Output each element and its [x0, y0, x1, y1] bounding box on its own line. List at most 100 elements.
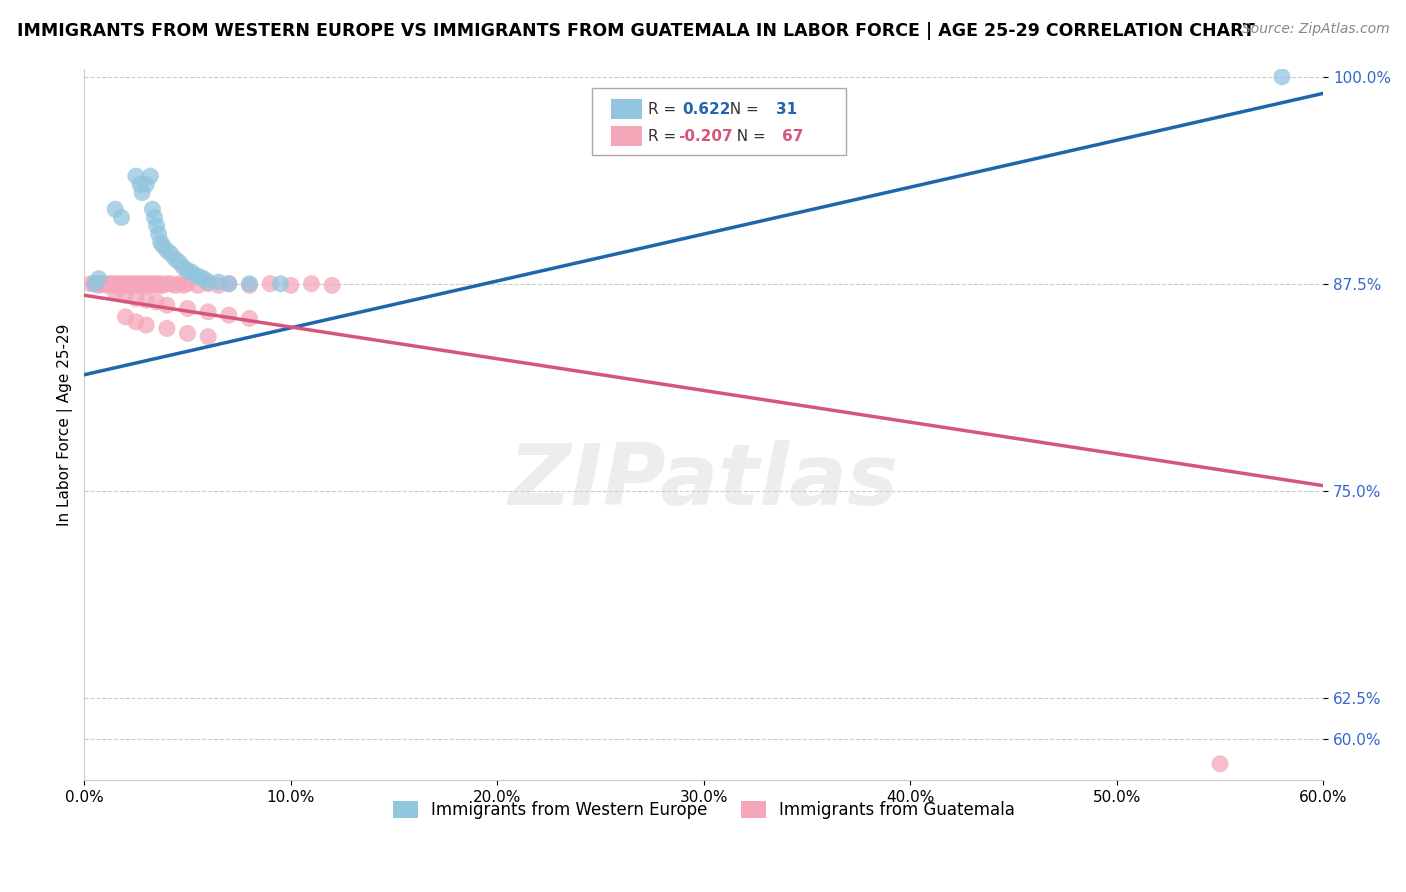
Point	[114, 310, 136, 324]
Text: R =: R =	[648, 128, 681, 144]
Point	[238, 278, 260, 293]
Text: 0.622: 0.622	[683, 102, 731, 117]
Point	[193, 271, 215, 285]
Text: 31: 31	[776, 102, 797, 117]
Point	[301, 277, 323, 291]
Point	[98, 277, 121, 291]
Point	[143, 211, 166, 225]
Point	[104, 202, 127, 217]
Point	[141, 202, 163, 217]
Point	[117, 277, 139, 291]
Point	[197, 305, 219, 319]
Point	[165, 278, 187, 293]
Point	[148, 227, 170, 241]
Point	[129, 178, 152, 192]
Point	[125, 277, 148, 291]
Point	[188, 270, 211, 285]
Point	[280, 278, 302, 293]
Point	[114, 278, 136, 293]
Point	[135, 293, 157, 308]
Point	[139, 169, 162, 183]
Bar	[610, 126, 641, 146]
Point	[1271, 70, 1294, 84]
Point	[207, 275, 229, 289]
Point	[169, 255, 191, 269]
Point	[169, 277, 191, 291]
Point	[141, 277, 163, 291]
Point	[87, 271, 110, 285]
Point	[176, 326, 198, 341]
Text: -0.207: -0.207	[678, 128, 733, 144]
Point	[94, 277, 117, 291]
Point	[131, 278, 153, 293]
Point	[125, 169, 148, 183]
Point	[110, 211, 132, 225]
FancyBboxPatch shape	[592, 87, 846, 155]
Point	[112, 277, 135, 291]
Point	[176, 277, 198, 291]
Point	[108, 277, 131, 291]
Point	[187, 278, 209, 293]
Point	[143, 278, 166, 293]
Point	[135, 318, 157, 332]
Point	[160, 277, 183, 291]
Text: 67: 67	[782, 128, 803, 144]
Point	[104, 285, 127, 299]
Point	[269, 277, 291, 291]
Point	[176, 263, 198, 277]
Point	[321, 278, 343, 293]
Point	[145, 277, 167, 291]
Point	[238, 277, 260, 291]
Text: Source: ZipAtlas.com: Source: ZipAtlas.com	[1241, 22, 1389, 37]
Point	[122, 278, 145, 293]
Point	[135, 178, 157, 192]
Point	[149, 277, 172, 291]
Point	[218, 308, 240, 322]
Point	[160, 247, 183, 261]
Point	[1209, 756, 1232, 771]
Y-axis label: In Labor Force | Age 25-29: In Labor Force | Age 25-29	[58, 323, 73, 525]
Text: R =: R =	[648, 102, 681, 117]
Point	[172, 278, 194, 293]
Point	[127, 278, 149, 293]
Point	[156, 298, 179, 312]
Point	[135, 278, 157, 293]
Point	[136, 277, 159, 291]
Point	[152, 278, 174, 293]
Point	[104, 277, 127, 291]
Bar	[610, 99, 641, 120]
Point	[156, 321, 179, 335]
Point	[96, 278, 118, 293]
Point	[86, 277, 108, 291]
Point	[176, 301, 198, 316]
Text: ZIPatlas: ZIPatlas	[509, 440, 898, 523]
Point	[87, 278, 110, 293]
Point	[118, 278, 141, 293]
Point	[165, 252, 187, 266]
Point	[103, 278, 125, 293]
Point	[149, 235, 172, 250]
Point	[100, 277, 122, 291]
Point	[139, 278, 162, 293]
Point	[90, 277, 112, 291]
Point	[145, 294, 167, 309]
Point	[148, 278, 170, 293]
Point	[207, 278, 229, 293]
Point	[156, 277, 179, 291]
Text: IMMIGRANTS FROM WESTERN EUROPE VS IMMIGRANTS FROM GUATEMALA IN LABOR FORCE | AGE: IMMIGRANTS FROM WESTERN EUROPE VS IMMIGR…	[17, 22, 1254, 40]
Point	[105, 278, 128, 293]
Point	[83, 277, 105, 291]
Point	[197, 275, 219, 289]
Point	[121, 277, 143, 291]
Point	[114, 288, 136, 302]
Point	[156, 244, 179, 258]
Point	[125, 315, 148, 329]
Point	[197, 277, 219, 291]
Point	[83, 277, 105, 291]
Point	[152, 238, 174, 252]
Point	[131, 186, 153, 200]
Text: N =: N =	[727, 128, 770, 144]
Point	[218, 277, 240, 291]
Point	[91, 277, 114, 291]
Legend: Immigrants from Western Europe, Immigrants from Guatemala: Immigrants from Western Europe, Immigran…	[387, 794, 1022, 825]
